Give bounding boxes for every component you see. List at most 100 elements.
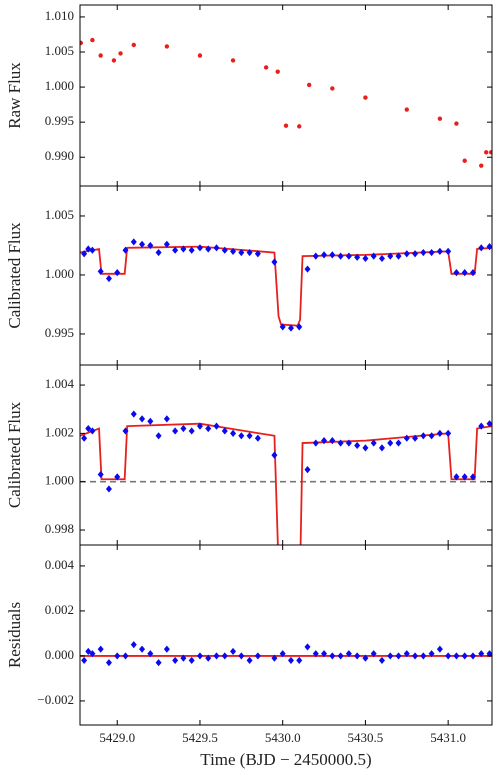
- binned-point: [378, 254, 385, 263]
- binned-point: [254, 652, 261, 660]
- binned-point: [370, 252, 377, 260]
- binned-point: [453, 473, 460, 481]
- binned-point: [329, 652, 336, 660]
- binned-point: [139, 415, 146, 423]
- binned-point: [287, 656, 294, 665]
- binned-point: [412, 250, 419, 258]
- binned-point: [172, 656, 179, 665]
- x-tick-label: 5430.0: [265, 730, 301, 745]
- binned-point: [238, 248, 245, 257]
- flux-point: [131, 42, 136, 48]
- binned-point: [147, 650, 154, 658]
- binned-point: [395, 439, 402, 447]
- y-tick-label: 1.004: [45, 376, 75, 391]
- binned-point: [387, 252, 394, 260]
- binned-point: [271, 654, 278, 662]
- binned-point: [436, 247, 443, 255]
- binned-point: [403, 250, 410, 258]
- binned-point: [122, 652, 129, 660]
- x-tick-label: 5429.5: [182, 730, 218, 745]
- flux-point: [118, 51, 123, 56]
- y-axis-label: Calibrated Flux: [5, 401, 24, 508]
- binned-point: [271, 258, 278, 266]
- plot-area: [80, 641, 492, 667]
- binned-point: [486, 243, 492, 251]
- flux-point: [479, 163, 484, 168]
- binned-point: [395, 652, 402, 660]
- binned-point: [89, 427, 96, 435]
- binned-point: [163, 645, 170, 653]
- x-tick-label: 5431.0: [430, 730, 466, 745]
- binned-point: [97, 470, 104, 479]
- binned-point: [139, 240, 146, 248]
- binned-point: [337, 652, 344, 660]
- binned-point: [188, 427, 195, 435]
- y-tick-label: 1.000: [45, 473, 74, 488]
- binned-point: [196, 244, 203, 252]
- binned-point: [387, 652, 394, 660]
- binned-point: [403, 650, 410, 658]
- binned-point: [420, 248, 427, 257]
- binned-point: [362, 654, 369, 662]
- binned-point: [428, 650, 435, 658]
- flux-point: [111, 58, 117, 63]
- flux-point: [437, 116, 443, 121]
- flux-point: [462, 158, 467, 163]
- flux-point: [297, 124, 302, 129]
- binned-point: [329, 437, 336, 445]
- flux-point: [164, 44, 170, 49]
- binned-point: [213, 244, 220, 252]
- binned-point: [85, 245, 92, 253]
- binned-point: [370, 650, 377, 658]
- binned-point: [428, 432, 435, 440]
- y-tick-label: 0.995: [45, 113, 74, 128]
- binned-point: [279, 650, 286, 658]
- binned-point: [205, 424, 212, 433]
- binned-point: [230, 429, 237, 437]
- plot-area: [80, 37, 492, 168]
- binned-point: [238, 652, 245, 660]
- binned-point: [85, 647, 92, 656]
- binned-point: [105, 659, 112, 667]
- binned-point: [213, 422, 220, 430]
- binned-point: [81, 656, 88, 665]
- binned-point: [296, 323, 303, 331]
- binned-point: [81, 434, 88, 442]
- flux-point: [275, 69, 280, 74]
- binned-point: [312, 252, 319, 260]
- model-line: [80, 422, 492, 545]
- binned-point: [105, 274, 112, 283]
- binned-point: [304, 466, 311, 474]
- binned-point: [180, 245, 187, 253]
- x-tick-label: 5429.0: [99, 730, 135, 745]
- binned-point: [312, 439, 319, 447]
- binned-point: [321, 650, 328, 658]
- binned-point: [163, 415, 170, 423]
- binned-point: [403, 434, 410, 442]
- binned-point: [85, 424, 92, 433]
- binned-point: [114, 473, 121, 481]
- panel-frame: [79, 544, 493, 726]
- y-tick-label: 1.000: [45, 266, 74, 281]
- y-tick-label: 1.000: [45, 78, 74, 93]
- flux-point: [90, 37, 95, 43]
- binned-point: [321, 251, 328, 259]
- binned-point: [163, 240, 170, 248]
- binned-point: [180, 424, 187, 433]
- binned-point: [354, 441, 361, 450]
- flux-point: [263, 65, 269, 70]
- flux-point: [454, 121, 459, 126]
- binned-point: [122, 246, 129, 254]
- binned-point: [196, 652, 203, 660]
- y-tick-label: 0.002: [45, 602, 74, 617]
- binned-point: [329, 251, 336, 259]
- binned-point: [246, 248, 253, 257]
- binned-point: [172, 246, 179, 254]
- y-axis-label: Residuals: [5, 602, 24, 668]
- binned-point: [89, 246, 96, 254]
- binned-point: [420, 652, 427, 660]
- binned-point: [105, 485, 112, 493]
- binned-point: [469, 269, 476, 277]
- flux-point: [98, 53, 103, 58]
- y-tick-label: 0.995: [45, 325, 74, 340]
